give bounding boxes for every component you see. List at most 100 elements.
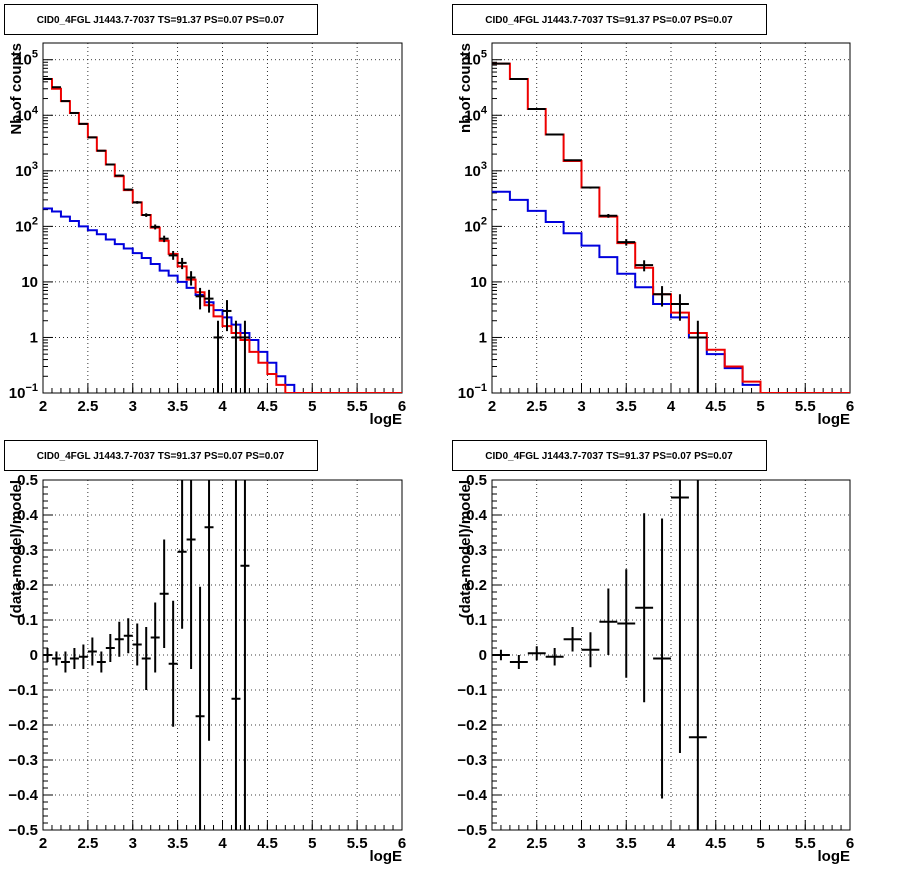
title-box: CID0_4FGL J1443.7-7037 TS=91.37 PS=0.07 … bbox=[4, 4, 318, 35]
data-point bbox=[204, 480, 214, 741]
y-tick-label: −0.5 bbox=[457, 822, 487, 839]
data-point bbox=[599, 588, 618, 655]
data-point bbox=[177, 257, 187, 270]
data-point bbox=[177, 480, 187, 629]
y-axis-title: nb of counts bbox=[457, 43, 474, 133]
data-point bbox=[51, 651, 61, 666]
data-point bbox=[159, 539, 169, 648]
x-tick-label: 5 bbox=[308, 398, 316, 415]
data-point bbox=[105, 634, 115, 662]
data-point bbox=[150, 224, 160, 230]
y-tick-label: 0.3 bbox=[466, 542, 487, 559]
plot-title: CID0_4FGL J1443.7-7037 TS=91.37 PS=0.07 … bbox=[485, 15, 733, 26]
data-point bbox=[240, 480, 250, 830]
data-point bbox=[231, 320, 241, 393]
data-point bbox=[563, 627, 582, 652]
x-tick-label: 3.5 bbox=[616, 398, 637, 415]
data-point bbox=[492, 649, 510, 661]
data-point bbox=[581, 186, 600, 189]
data-point bbox=[114, 621, 124, 657]
data-point bbox=[635, 260, 654, 272]
y-tick-label: −0.2 bbox=[8, 717, 38, 734]
data-point bbox=[563, 159, 582, 162]
x-tick-label: 4.5 bbox=[705, 835, 726, 852]
data-point bbox=[123, 618, 133, 654]
y-tick-label: 1 bbox=[30, 329, 38, 346]
data-point bbox=[69, 648, 79, 669]
y-tick-label: 103 bbox=[464, 160, 487, 180]
panel-top-right: 2 2.5 3 3.5 4 4.5 5 5.5 6 10−1 1 10 102 103 104 105 logE… bbox=[452, 4, 854, 428]
data-point bbox=[150, 602, 160, 673]
x-tick-label: 4.5 bbox=[705, 398, 726, 415]
x-tick-label: 5 bbox=[308, 835, 316, 852]
x-tick-label: 4 bbox=[667, 835, 676, 852]
data-point bbox=[141, 627, 151, 690]
data-point bbox=[195, 586, 205, 830]
x-axis-title: logE bbox=[370, 411, 403, 428]
plot-frame bbox=[42, 479, 403, 831]
y-tick-label: 0.5 bbox=[17, 472, 38, 489]
x-tick-label: 2 bbox=[39, 398, 47, 415]
data-point bbox=[78, 122, 88, 125]
title-box: CID0_4FGL J1443.7-7037 TS=91.37 PS=0.07 … bbox=[452, 440, 767, 471]
x-tick-label: 3.5 bbox=[167, 835, 188, 852]
x-axis-title: logE bbox=[818, 848, 851, 865]
y-tick-label: 0.3 bbox=[17, 542, 38, 559]
y-tick-label: 10 bbox=[21, 274, 38, 291]
panel-bottom-right: 2 2.5 3 3.5 4 4.5 5 5.5 6 −0.5 −0.4 −0.3 −0.2 −0.1 0 0.… bbox=[452, 440, 854, 865]
data-point bbox=[617, 569, 636, 678]
x-tick-label: 5 bbox=[756, 398, 764, 415]
data-point bbox=[653, 286, 671, 307]
plot-title: CID0_4FGL J1443.7-7037 TS=91.37 PS=0.07 … bbox=[37, 451, 285, 462]
x-tick-label: 5.5 bbox=[347, 398, 368, 415]
data-point bbox=[635, 513, 654, 703]
data-point bbox=[186, 480, 196, 669]
y-tick-label: 0.1 bbox=[17, 612, 38, 629]
x-tick-label: 5.5 bbox=[795, 835, 816, 852]
x-tick-label: 2 bbox=[488, 398, 496, 415]
data-point bbox=[87, 136, 97, 139]
data-point bbox=[581, 632, 600, 668]
y-tick-label: −0.4 bbox=[457, 787, 487, 804]
x-tick-label: 4.5 bbox=[257, 835, 278, 852]
x-axis-title: logE bbox=[370, 848, 403, 865]
x-tick-label: 6 bbox=[398, 835, 406, 852]
y-tick-label: 1 bbox=[479, 329, 487, 346]
data-point bbox=[69, 111, 79, 114]
plot-area bbox=[43, 77, 402, 393]
y-tick-label: 103 bbox=[15, 160, 38, 180]
x-tick-label: 6 bbox=[846, 398, 854, 415]
y-tick-label: −0.4 bbox=[8, 787, 38, 804]
x-tick-label: 3.5 bbox=[616, 835, 637, 852]
y-tick-label: 105 bbox=[464, 49, 487, 69]
data-point bbox=[222, 300, 232, 332]
data-point bbox=[87, 637, 97, 666]
data-point bbox=[43, 648, 52, 662]
plot-frame bbox=[42, 42, 403, 394]
x-tick-label: 2.5 bbox=[77, 835, 98, 852]
data-point bbox=[231, 480, 241, 830]
plot-area bbox=[492, 480, 707, 830]
data-point bbox=[688, 480, 707, 830]
x-tick-label: 4.5 bbox=[257, 398, 278, 415]
data-point bbox=[213, 320, 223, 393]
x-tick-label: 5 bbox=[756, 835, 764, 852]
y-tick-label: 10−1 bbox=[458, 382, 487, 402]
data-point bbox=[545, 648, 564, 666]
y-tick-label: 0.1 bbox=[466, 612, 487, 629]
data-point bbox=[141, 213, 151, 217]
data-point bbox=[204, 289, 214, 313]
panel-top-left: 2 2.5 3 3.5 4 4.5 5 5.5 6 10−1 1 10 102 103 104 105 logE… bbox=[4, 4, 406, 428]
plot-frame bbox=[491, 42, 851, 394]
y-tick-label: −0.5 bbox=[8, 822, 38, 839]
data-point bbox=[96, 149, 106, 152]
x-tick-label: 2 bbox=[39, 835, 47, 852]
x-tick-label: 6 bbox=[846, 835, 854, 852]
data-point bbox=[195, 287, 205, 310]
data-point bbox=[653, 518, 671, 799]
series-line bbox=[43, 207, 402, 393]
data-point bbox=[509, 655, 528, 669]
title-box: CID0_4FGL J1443.7-7037 TS=91.37 PS=0.07 … bbox=[4, 440, 318, 471]
data-point bbox=[671, 294, 689, 321]
